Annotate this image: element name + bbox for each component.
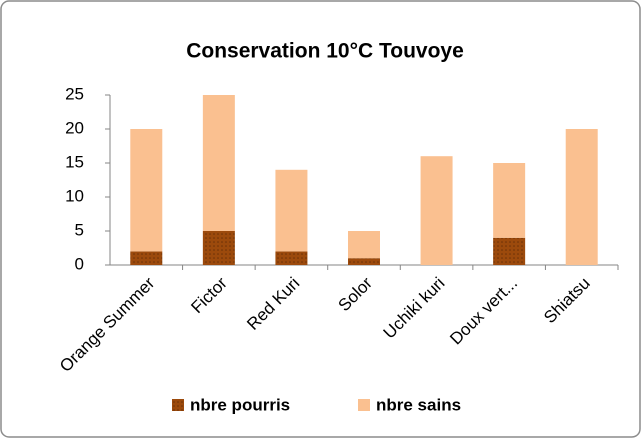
bar-segment [493, 237, 526, 265]
bar-segment [275, 169, 308, 252]
bar-segment [348, 258, 380, 265]
legend-swatch [358, 399, 370, 411]
y-tick-label: 15 [65, 152, 84, 171]
chart-title: Conservation 10°C Touvoye [186, 40, 464, 63]
bar-segment [202, 231, 235, 265]
bar-segment [420, 156, 453, 265]
bar-segment [202, 95, 235, 231]
bar-segment [493, 163, 526, 238]
bar-segment [348, 231, 380, 259]
y-tick-label: 10 [65, 186, 84, 205]
legend-label: nbre sains [376, 395, 461, 414]
y-tick-label: 0 [75, 254, 84, 273]
y-tick-label: 20 [65, 118, 84, 137]
y-tick-label: 25 [65, 84, 84, 103]
y-tick-label: 5 [75, 220, 84, 239]
bar-segment [565, 129, 598, 265]
legend-label: nbre pourris [190, 395, 290, 414]
bar-segment [275, 251, 308, 265]
bar-segment [130, 129, 163, 252]
legend-swatch [172, 399, 184, 411]
bar-segment [130, 251, 163, 265]
